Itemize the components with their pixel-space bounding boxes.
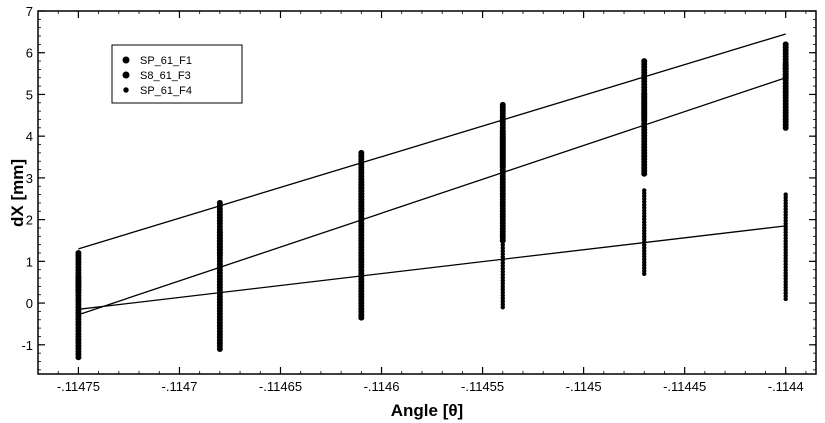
data-point xyxy=(75,275,82,282)
x-tick-label: -.1145 xyxy=(566,379,602,394)
x-tick-label: -.1147 xyxy=(162,379,198,394)
data-point xyxy=(358,179,365,186)
legend-label-sp61f1: SP_61_F1 xyxy=(140,55,192,67)
x-tick-label: -.1144 xyxy=(768,379,804,394)
data-point xyxy=(216,229,223,236)
data-point xyxy=(641,58,648,65)
data-point xyxy=(76,296,81,302)
y-tick-label: 1 xyxy=(26,254,33,269)
y-tick-label: 5 xyxy=(26,87,33,102)
data-point xyxy=(500,213,505,218)
y-tick-label: 3 xyxy=(26,171,33,186)
y-tick-label: 7 xyxy=(26,4,33,19)
data-markers xyxy=(75,41,789,361)
fit-line xyxy=(78,225,786,310)
legend-box xyxy=(111,44,243,104)
y-axis-ticks: -1 0 1 2 3 4 5 6 7 xyxy=(21,4,816,371)
data-point xyxy=(783,192,788,197)
y-tick-label: 4 xyxy=(26,129,33,144)
legend-label-s861f3: S8_61_F3 xyxy=(140,70,191,82)
x-tick-label: -.1146 xyxy=(364,379,400,394)
data-point xyxy=(782,62,789,69)
data-point xyxy=(641,91,648,98)
fit-line xyxy=(78,33,786,250)
x-axis-ticks: -.11475 -.1147 -.11465 -.1146 -.11455 -.1145 -… xyxy=(37,11,807,394)
data-point xyxy=(499,101,506,108)
data-point xyxy=(75,250,82,256)
fit-lines xyxy=(78,33,786,316)
data-point xyxy=(499,129,506,135)
y-tick-label: 2 xyxy=(26,213,33,228)
legend-marker-sp61f4 xyxy=(123,87,129,93)
legend-marker-s861f3 xyxy=(122,71,130,79)
data-point xyxy=(217,267,223,272)
legend-label-sp61f4: SP_61_F4 xyxy=(140,85,192,97)
data-point xyxy=(359,242,364,247)
y-tick-label: 6 xyxy=(26,46,33,61)
data-point xyxy=(216,199,223,206)
legend-marker-sp61f1 xyxy=(122,56,130,64)
x-tick-label: -.11455 xyxy=(461,379,504,394)
data-point xyxy=(642,188,647,193)
x-tick-label: -.11475 xyxy=(57,379,100,394)
y-tick-label: -1 xyxy=(21,338,33,353)
fit-line xyxy=(78,77,786,316)
y-tick-label: 0 xyxy=(26,296,33,311)
legend: SP_61_F1 S8_61_F3 SP_61_F4 xyxy=(111,44,243,104)
y-axis-title: dX [mm] xyxy=(8,159,27,227)
x-tick-label: -.11445 xyxy=(663,379,706,394)
x-axis-title: Angle [θ] xyxy=(391,401,463,420)
x-tick-label: -.11465 xyxy=(259,379,302,394)
data-point xyxy=(782,41,789,48)
data-point xyxy=(358,149,365,156)
